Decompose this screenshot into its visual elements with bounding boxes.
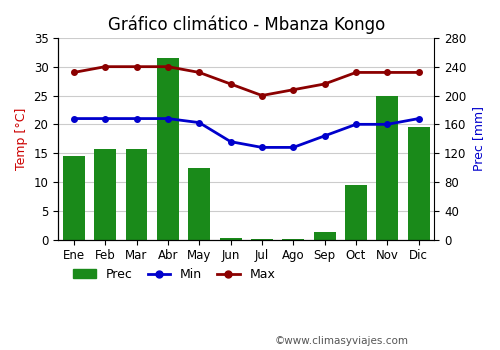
- Max: [353, 70, 359, 75]
- Line: Max: Max: [71, 64, 422, 98]
- Bar: [188, 168, 210, 240]
- Min: [134, 117, 140, 121]
- Bar: [345, 185, 367, 240]
- Bar: [314, 232, 336, 240]
- Min: [196, 120, 202, 125]
- Max: [416, 70, 422, 75]
- Min: [416, 117, 422, 121]
- Bar: [63, 156, 85, 240]
- Max: [196, 70, 202, 75]
- Bar: [94, 149, 116, 240]
- Max: [228, 82, 234, 86]
- Bar: [376, 96, 398, 240]
- Text: ©www.climasyviajes.com: ©www.climasyviajes.com: [275, 336, 409, 346]
- Bar: [126, 149, 148, 240]
- Min: [228, 140, 234, 144]
- Title: Gráfico climático - Mbanza Kongo: Gráfico climático - Mbanza Kongo: [108, 15, 385, 34]
- Legend: Prec, Min, Max: Prec, Min, Max: [68, 263, 280, 286]
- Min: [165, 117, 171, 121]
- Max: [102, 64, 108, 69]
- Max: [165, 64, 171, 69]
- Bar: [282, 239, 304, 240]
- Min: [102, 117, 108, 121]
- Bar: [220, 238, 242, 240]
- Max: [71, 70, 77, 75]
- Min: [353, 122, 359, 126]
- Max: [134, 64, 140, 69]
- Min: [71, 117, 77, 121]
- Y-axis label: Prec [mm]: Prec [mm]: [472, 106, 485, 171]
- Max: [322, 82, 328, 86]
- Min: [290, 145, 296, 149]
- Max: [290, 88, 296, 92]
- Min: [259, 145, 265, 149]
- Max: [384, 70, 390, 75]
- Y-axis label: Temp [°C]: Temp [°C]: [15, 107, 28, 170]
- Bar: [157, 58, 179, 240]
- Min: [384, 122, 390, 126]
- Bar: [408, 127, 430, 240]
- Line: Min: Min: [71, 116, 422, 150]
- Bar: [251, 239, 273, 240]
- Max: [259, 93, 265, 98]
- Min: [322, 134, 328, 138]
